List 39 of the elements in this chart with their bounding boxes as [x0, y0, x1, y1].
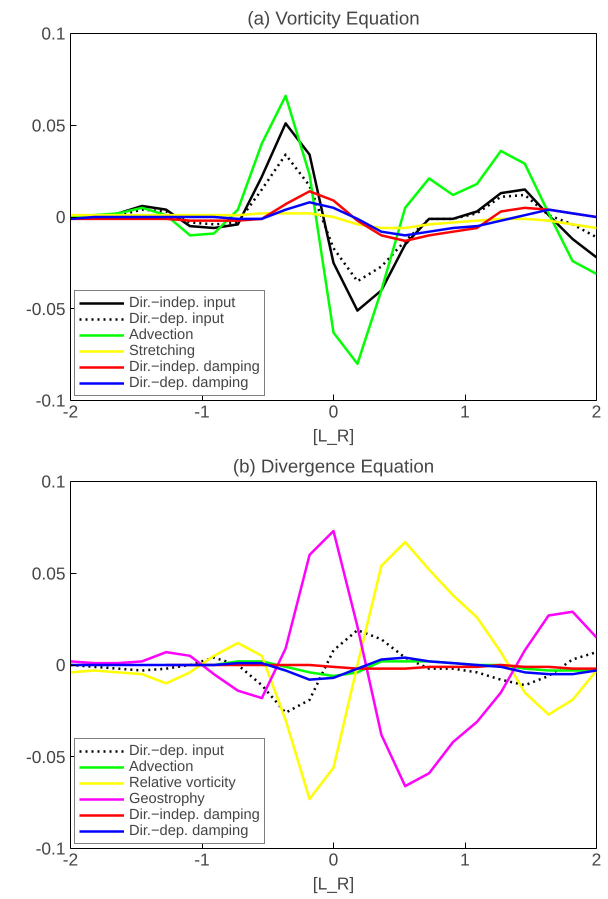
y-tick-label: 0.05: [32, 563, 66, 584]
y-tick-label: 0.05: [32, 115, 66, 136]
legend-label: Stretching: [129, 343, 195, 359]
line-series: [70, 656, 596, 681]
legend-label: Advection: [129, 759, 194, 775]
x-tick-label: 0: [328, 850, 338, 870]
x-tick-label: 1: [460, 850, 470, 870]
x-axis-title: [L_R]: [312, 426, 354, 446]
legend-label: Dir.−dep. input: [129, 311, 224, 327]
line-series: [70, 212, 596, 230]
y-tick-label: -0.05: [26, 746, 66, 767]
y-tick-label: -0.1: [36, 390, 66, 410]
legend-label: Relative vorticity: [129, 775, 236, 791]
chart-title: (a) Vorticity Equation: [247, 8, 420, 28]
line-series: [70, 201, 596, 237]
x-tick-label: -2: [62, 402, 78, 422]
x-tick-label: 2: [592, 850, 602, 870]
y-tick-label: 0: [56, 655, 66, 675]
x-tick-label: -1: [194, 850, 210, 870]
legend-label: Dir.−indep. damping: [129, 807, 260, 823]
legend-label: Dir.−dep. damping: [129, 823, 248, 839]
x-tick-label: -2: [62, 850, 78, 870]
y-tick-label: 0.1: [41, 24, 66, 44]
legend-label: Dir.−indep. damping: [129, 359, 260, 375]
legend-label: Advection: [129, 327, 194, 343]
legend-label: Geostrophy: [129, 791, 205, 807]
x-tick-label: 0: [328, 402, 338, 422]
x-axis-title: [L_R]: [312, 874, 354, 894]
x-tick-label: -1: [194, 402, 210, 422]
y-tick-label: 0.1: [41, 472, 66, 492]
y-tick-label: -0.05: [26, 298, 66, 319]
chart-title: (b) Divergence Equation: [232, 456, 434, 476]
x-tick-label: 2: [592, 402, 602, 422]
x-tick-label: 1: [460, 402, 470, 422]
legend-label: Dir.−dep. input: [129, 743, 224, 759]
legend-label: Dir.−indep. input: [129, 295, 236, 311]
y-tick-label: -0.1: [36, 838, 66, 858]
legend-label: Dir.−dep. damping: [129, 375, 248, 391]
y-tick-label: 0: [56, 207, 66, 227]
